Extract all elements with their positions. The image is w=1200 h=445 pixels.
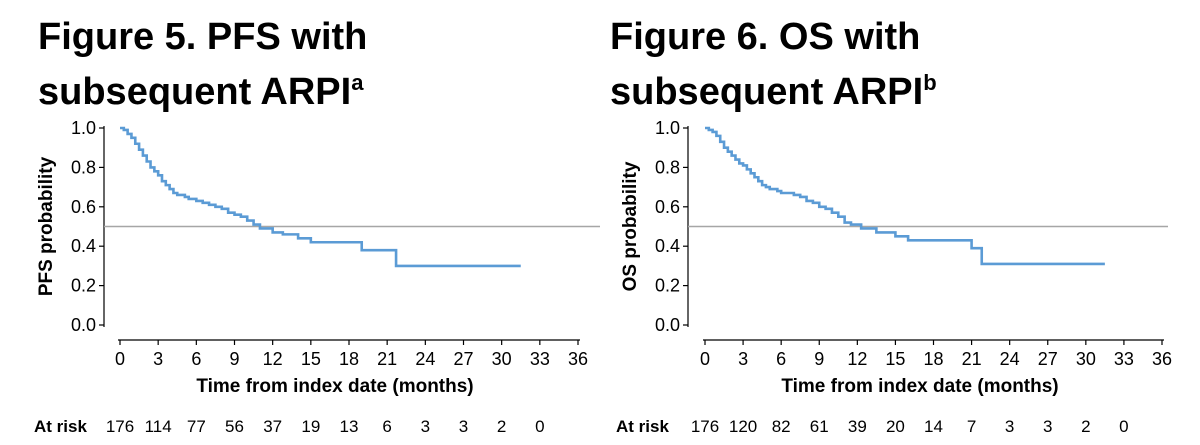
fig5-y-tick-label: 0.2 <box>71 276 96 296</box>
fig5-x-tick-label: 36 <box>568 349 588 369</box>
fig6-at-risk-value: 3 <box>1043 417 1052 436</box>
fig6-survival-curve <box>705 126 1105 266</box>
fig6-x-tick-label: 33 <box>1114 349 1134 369</box>
fig5-y-tick-label: 0.0 <box>71 315 96 335</box>
fig6-y-tick-label: 0.0 <box>655 315 680 335</box>
fig5-x-tick-label: 21 <box>377 349 397 369</box>
fig5-x-axis-label: Time from index date (months) <box>196 376 473 397</box>
fig6-x-tick-label: 30 <box>1076 349 1096 369</box>
fig6-at-risk-label: At risk <box>616 417 669 436</box>
fig5-at-risk-value: 19 <box>301 417 320 436</box>
fig6-at-risk-value: 14 <box>924 417 943 436</box>
fig5-x-tick-label: 6 <box>191 349 201 369</box>
figure-5-title: Figure 5. PFS with subsequent ARPIa <box>38 14 367 115</box>
fig5-x-tick-label: 3 <box>153 349 163 369</box>
fig6-at-risk-value: 120 <box>729 417 757 436</box>
fig6-x-axis-label: Time from index date (months) <box>781 376 1058 397</box>
fig6-x-tick-label: 21 <box>962 349 982 369</box>
figure-5-chart: 0.00.20.40.60.81.00 3 6 9 12 15 18 21 24 27 30 33 36… <box>34 118 600 436</box>
fig5-x-tick-label: 18 <box>339 349 359 369</box>
figure-6-title: Figure 6. OS with subsequent ARPIb <box>610 14 937 115</box>
fig5-at-risk-value: 114 <box>145 417 172 436</box>
fig6-at-risk-value: 39 <box>848 417 867 436</box>
fig5-y-tick-label: 0.4 <box>71 236 96 256</box>
fig5-at-risk-value: 13 <box>340 417 359 436</box>
fig6-at-risk-value: 20 <box>886 417 905 436</box>
fig5-x-tick-label: 12 <box>263 349 283 369</box>
fig6-at-risk-value: 176 <box>691 417 719 436</box>
fig5-x-tick-label: 33 <box>530 349 550 369</box>
figure-6-title-line2-wrap: subsequent ARPIb <box>610 60 937 115</box>
figure-6-panel: Figure 6. OS with subsequent ARPIb 0.0 0.… <box>600 0 1200 445</box>
fig6-y-tick-label: 0.6 <box>655 197 680 217</box>
fig6-y-axis-label: OS probability <box>620 161 641 291</box>
fig5-survival-curve <box>120 126 521 268</box>
figure-5-panel: Figure 5. PFS with subsequent ARPIa 0.0 0… <box>34 14 600 436</box>
figure-6-title-superscript: b <box>923 70 937 95</box>
fig6-x-tick-label: 12 <box>847 349 867 369</box>
fig5-at-risk-value: 3 <box>459 417 468 436</box>
figure-5-title-line2: subsequent ARPI <box>38 71 352 113</box>
fig6-x-tick-label: 18 <box>923 349 943 369</box>
fig6-at-risk-value: 0 <box>1119 417 1128 436</box>
fig6-x-tick-label: 15 <box>885 349 905 369</box>
fig5-at-risk-label: At risk <box>34 417 87 436</box>
fig6-x-tick-label: 3 <box>738 349 748 369</box>
fig6-at-risk-value: 61 <box>810 417 829 436</box>
fig6-x-tick-label: 9 <box>814 349 824 369</box>
figure-5-title-line2-wrap: subsequent ARPIa <box>38 60 367 115</box>
fig6-at-risk-value: 2 <box>1081 417 1090 436</box>
fig5-x-tick-label: 9 <box>229 349 239 369</box>
fig6-at-risk-value: 3 <box>1005 417 1014 436</box>
figure-6-title-line1: Figure 6. OS with <box>610 16 921 58</box>
fig5-y-axis-label: PFS probability <box>36 156 57 296</box>
figure-6-chart: 0.00.20.40.60.81.00 3 6 9 12 15 18 21 24 27 30 33 36… <box>616 118 1172 436</box>
fig5-at-risk-value: 77 <box>187 417 206 436</box>
fig5-at-risk-value: 3 <box>421 417 430 436</box>
fig5-x-tick-label: 24 <box>415 349 435 369</box>
fig6-y-tick-label: 1.0 <box>655 118 680 138</box>
fig5-at-risk-value: 2 <box>497 417 506 436</box>
fig6-x-tick-label: 0 <box>700 349 710 369</box>
fig6-x-tick-label: 36 <box>1152 349 1172 369</box>
figure-6-title-line2: subsequent ARPI <box>610 71 924 113</box>
fig5-x-tick-label: 30 <box>492 349 512 369</box>
figure-5-title-superscript: a <box>351 70 364 95</box>
fig6-y-tick-label: 0.2 <box>655 276 680 296</box>
fig5-at-risk-value: 37 <box>263 417 282 436</box>
fig5-y-tick-label: 0.6 <box>71 197 96 217</box>
fig6-x-tick-label: 24 <box>1000 349 1020 369</box>
fig5-y-tick-label: 1.0 <box>71 118 96 138</box>
fig6-y-tick-label: 0.4 <box>655 236 680 256</box>
fig5-at-risk-value: 6 <box>382 417 391 436</box>
fig5-y-tick-label: 0.8 <box>71 157 96 177</box>
fig6-at-risk-value: 82 <box>772 417 791 436</box>
fig5-at-risk-value: 176 <box>106 417 134 436</box>
fig5-x-tick-label: 15 <box>301 349 321 369</box>
fig5-x-tick-label: 27 <box>453 349 473 369</box>
fig6-x-tick-label: 6 <box>776 349 786 369</box>
fig5-at-risk-value: 0 <box>535 417 544 436</box>
fig5-at-risk-value: 56 <box>225 417 244 436</box>
fig6-y-tick-label: 0.8 <box>655 157 680 177</box>
fig6-x-tick-label: 27 <box>1038 349 1058 369</box>
fig5-x-tick-label: 0 <box>115 349 125 369</box>
figure-5-title-line1: Figure 5. PFS with <box>38 16 368 58</box>
fig6-at-risk-value: 7 <box>967 417 976 436</box>
